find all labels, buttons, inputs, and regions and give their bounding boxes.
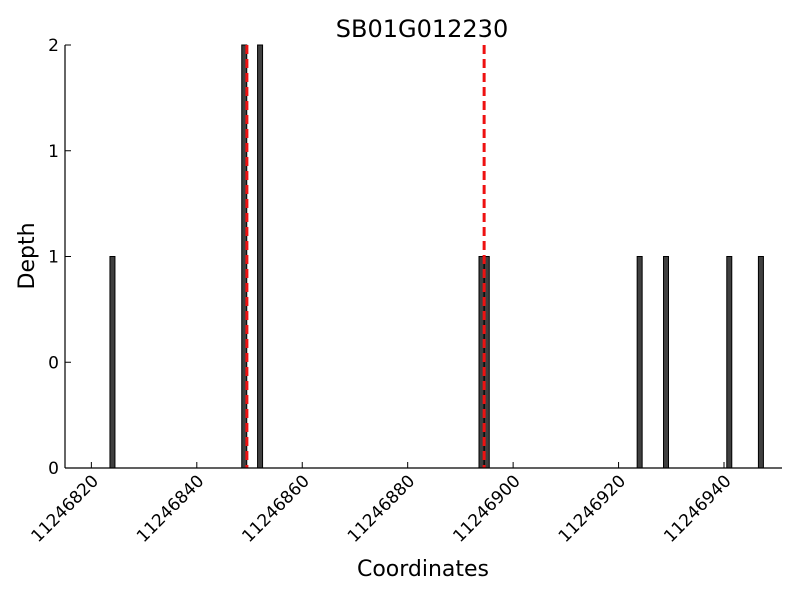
bar <box>726 256 733 469</box>
x-tick-label: 11246880 <box>344 471 419 546</box>
x-tick-label: 11246900 <box>449 471 524 546</box>
y-tick-label: 2 <box>48 36 59 56</box>
bar <box>757 256 764 469</box>
chart-title: SB01G012230 <box>336 15 508 43</box>
y-tick-label: 1 <box>48 248 59 268</box>
y-tick-label: 0 <box>48 353 59 373</box>
x-ticks: 11246820 11246840 11246860 11246880 11246900… <box>28 462 736 547</box>
x-tick-label: 11246820 <box>28 471 103 546</box>
bar <box>257 44 264 469</box>
x-tick-label: 11246920 <box>555 471 630 546</box>
x-tick-label: 11246860 <box>238 471 313 546</box>
bar <box>636 256 643 469</box>
y-tick-label: 1 <box>48 142 59 162</box>
y-axis-label: Depth <box>15 222 40 289</box>
x-axis-label: Coordinates <box>357 557 489 582</box>
markers-group <box>245 45 486 468</box>
y-tick-label: 0 <box>48 459 59 479</box>
bars-group <box>109 44 764 469</box>
x-tick-label: 11246840 <box>133 471 208 546</box>
bar <box>109 256 116 469</box>
x-tick-label: 11246940 <box>660 471 735 546</box>
bar <box>663 256 670 469</box>
axes <box>64 45 782 469</box>
y-ticks: 0 0 1 1 2 <box>48 36 71 479</box>
